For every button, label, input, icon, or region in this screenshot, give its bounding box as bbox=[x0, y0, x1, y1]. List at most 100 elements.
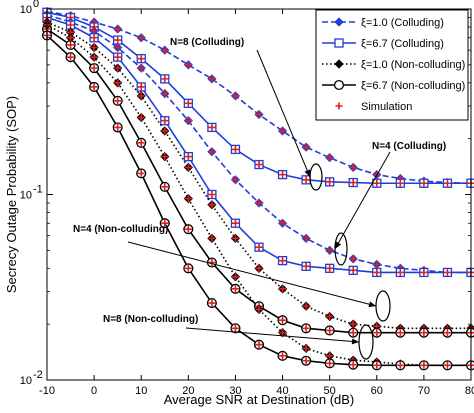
simulation-point bbox=[208, 201, 216, 209]
simulation-point bbox=[137, 114, 145, 122]
y-tick-label: 10 bbox=[20, 190, 32, 202]
simulation-point bbox=[326, 312, 334, 320]
simulation-point bbox=[396, 268, 404, 276]
simulation-point bbox=[279, 329, 287, 337]
simulation-point bbox=[279, 352, 287, 360]
legend-marker bbox=[334, 59, 344, 69]
simulation-point bbox=[349, 179, 357, 187]
annotation-arrowhead bbox=[304, 169, 311, 177]
simulation-point bbox=[184, 117, 192, 125]
legend-label: ξ=6.7 (Non-colluding) bbox=[361, 80, 465, 92]
simulation-point bbox=[137, 64, 145, 72]
simulation-point bbox=[90, 34, 98, 42]
simulation-point bbox=[184, 99, 192, 107]
legend-marker bbox=[334, 17, 344, 27]
simulation-point bbox=[349, 320, 357, 328]
x-tick-label: 30 bbox=[229, 385, 241, 397]
simulation-point bbox=[396, 329, 404, 337]
simulation-point bbox=[114, 64, 122, 72]
simulation-point bbox=[373, 179, 381, 187]
simulation-point bbox=[420, 329, 428, 337]
simulation-point bbox=[184, 163, 192, 171]
simulation-point bbox=[67, 34, 75, 42]
simulation-point bbox=[326, 264, 334, 272]
simulation-point bbox=[184, 153, 192, 161]
simulation-point bbox=[114, 44, 122, 52]
simulation-point bbox=[231, 234, 239, 242]
simulation-point bbox=[373, 260, 381, 268]
legend-label: ξ=1.0 (Non-colluding) bbox=[361, 59, 465, 71]
annotation-arrow bbox=[256, 49, 311, 178]
simulation-point bbox=[302, 262, 310, 270]
simulation-point bbox=[420, 179, 428, 187]
simulation-point bbox=[279, 127, 287, 135]
simulation-point bbox=[255, 264, 263, 272]
legend-label: Simulation bbox=[361, 101, 412, 113]
y-tick-exponent: 0 bbox=[33, 0, 39, 10]
simulation-point bbox=[302, 143, 310, 151]
annotation-label: N=4 (Non-colluding) bbox=[73, 224, 168, 235]
x-tick-label: 0 bbox=[91, 385, 97, 397]
simulation-point bbox=[443, 179, 451, 187]
annotation-ellipse bbox=[309, 163, 323, 191]
simulation-point bbox=[137, 83, 145, 91]
simulation-point bbox=[302, 176, 310, 184]
simulation-point bbox=[231, 145, 239, 153]
legend-marker bbox=[334, 38, 344, 48]
plot-marks bbox=[41, 6, 474, 371]
simulation-point bbox=[420, 361, 428, 369]
legend-marker bbox=[333, 79, 345, 91]
simulation-point bbox=[137, 55, 145, 63]
simulation-point bbox=[326, 246, 334, 254]
simulation-point bbox=[90, 53, 98, 61]
simulation-point bbox=[90, 44, 98, 52]
simulation-point bbox=[161, 117, 169, 125]
simulation-point bbox=[443, 268, 451, 276]
annotation-label: N=4 (Colluding) bbox=[372, 141, 446, 152]
simulation-point bbox=[279, 257, 287, 265]
simulation-point bbox=[137, 169, 145, 177]
simulation-point bbox=[349, 329, 357, 337]
simulation-point bbox=[208, 75, 216, 83]
annotations: N=8 (Colluding) N=4 (Colluding) N=4 (Non-c… bbox=[73, 37, 446, 360]
y-tick-exponent: -1 bbox=[33, 184, 43, 196]
simulation-point bbox=[208, 148, 216, 156]
simulation-point bbox=[161, 183, 169, 191]
simulation-point bbox=[114, 97, 122, 105]
simulation-point bbox=[161, 75, 169, 83]
simulation-point bbox=[373, 361, 381, 369]
annotation-arrowhead bbox=[335, 241, 342, 249]
x-tick-label: 70 bbox=[418, 385, 430, 397]
annotation-ellipse bbox=[375, 290, 391, 322]
simulation-point bbox=[302, 302, 310, 310]
simulation-point bbox=[161, 127, 169, 135]
simulation-point bbox=[255, 199, 263, 207]
simulation-point bbox=[349, 266, 357, 274]
x-tick-label: 80 bbox=[465, 385, 474, 397]
simulation-point bbox=[396, 179, 404, 187]
simulation-point bbox=[184, 195, 192, 203]
annotation-label: N=8 (Colluding) bbox=[170, 37, 244, 48]
simulation-point bbox=[90, 83, 98, 91]
simulation-point bbox=[208, 123, 216, 131]
simulation-point bbox=[326, 154, 334, 162]
simulation-point bbox=[231, 219, 239, 227]
simulation-point bbox=[420, 268, 428, 276]
simulation-point bbox=[326, 352, 334, 360]
simulation-point bbox=[349, 255, 357, 263]
simulation-point bbox=[137, 34, 145, 42]
y-tick-exponent: -2 bbox=[33, 369, 43, 381]
simulation-point bbox=[302, 344, 310, 352]
simulation-point bbox=[302, 357, 310, 365]
annotation-arrowhead bbox=[368, 301, 376, 308]
simulation-point bbox=[67, 21, 75, 29]
y-tick-label: 10 bbox=[20, 4, 32, 16]
simulation-point bbox=[255, 161, 263, 169]
x-axis-title: Average SNR at Destination (dB) bbox=[164, 392, 355, 407]
simulation-point bbox=[349, 361, 357, 369]
simulation-point bbox=[231, 324, 239, 332]
simulation-point bbox=[231, 285, 239, 293]
x-tick-label: 50 bbox=[324, 385, 336, 397]
